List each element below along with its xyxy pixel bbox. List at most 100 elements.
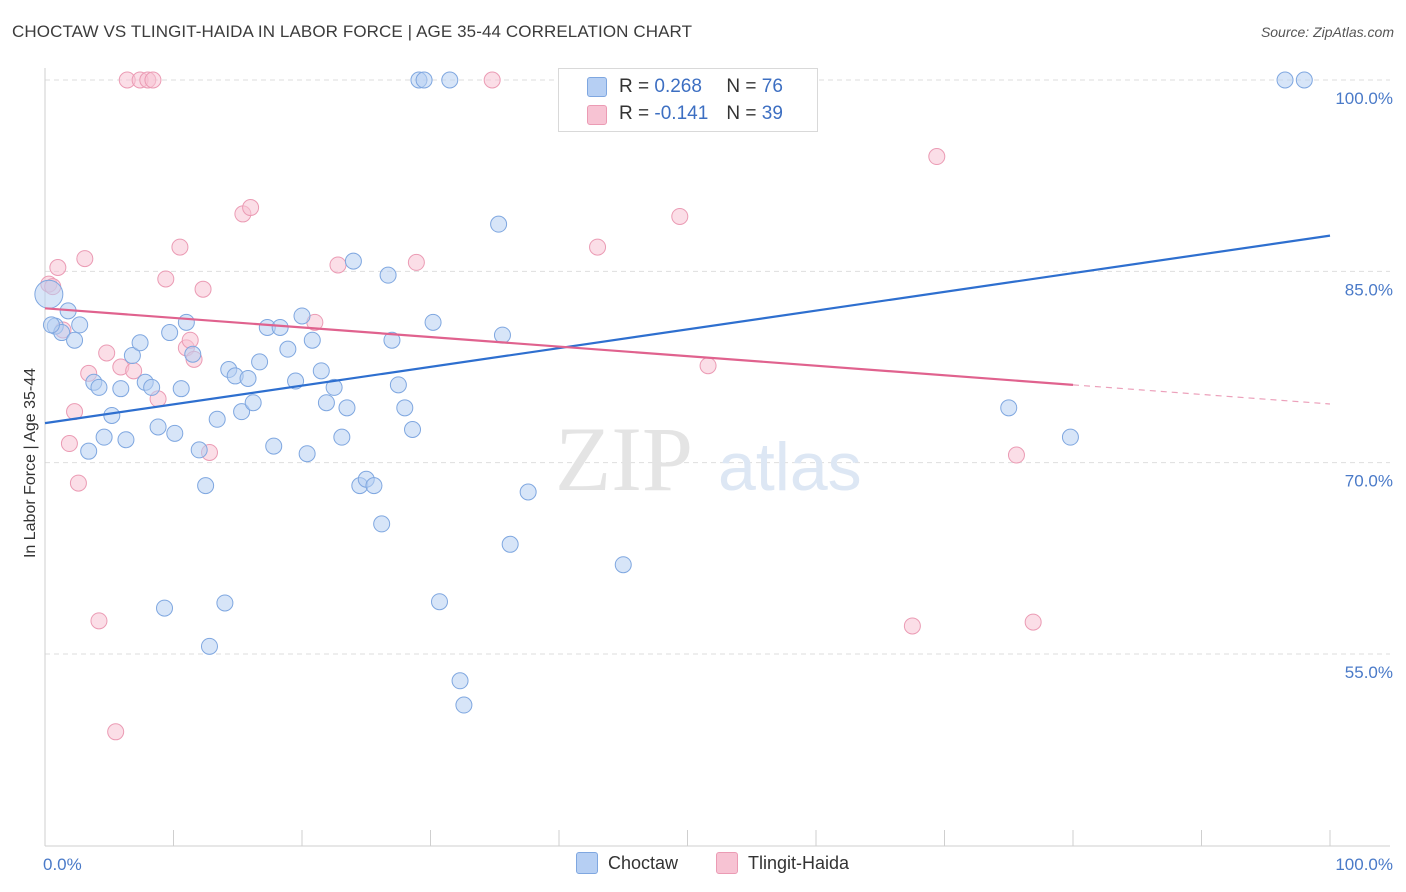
choctaw-point [614,556,632,574]
choctaw-point [233,403,251,421]
choctaw-point [1295,71,1313,89]
tlingit-haida-point [699,357,717,375]
tlingit-haida-point [589,238,607,256]
tlingit-haida-point [181,331,199,349]
tlingit-haida-point [407,253,425,271]
choctaw-point [112,380,130,398]
tlingit-haida-point [671,207,689,225]
choctaw-point [271,318,289,336]
choctaw-point [197,477,215,495]
axis-layer [44,68,1390,847]
choctaw-trend-line [44,234,1331,425]
choctaw-point [293,307,311,325]
choctaw-point [80,442,98,460]
choctaw-point [251,353,269,371]
legend-swatch-choctaw [587,77,607,97]
choctaw-point [216,594,234,612]
choctaw-point [90,378,108,396]
tlingit-haida-point [171,238,189,256]
trend-layer [44,234,1331,425]
points-layer [34,71,1313,741]
choctaw-point [373,515,391,533]
choctaw-point [117,431,135,449]
legend-row-tlingit: R = -0.141 N = 39 [619,101,783,127]
y-tick-label: 70.0% [1345,472,1393,491]
choctaw-point [123,347,141,365]
choctaw-point [519,483,537,501]
tlingit-haida-point [98,344,116,362]
choctaw-point [325,378,343,396]
choctaw-point [184,345,202,363]
choctaw-point [455,696,473,714]
legend-r-label: R = [619,103,650,124]
tlingit-haida-point [242,199,260,217]
y-tick-label: 55.0% [1345,663,1393,682]
choctaw-point [71,316,89,334]
tlingit-haida-trend-line [44,307,1074,386]
choctaw-point [143,378,161,396]
grid-layer [45,79,1390,655]
tlingit-haida-point [69,474,87,492]
watermark-zip: ZIP [555,408,693,510]
tlingit-haida-point [194,280,212,298]
choctaw-point [298,445,316,463]
tlingit-haida-point [928,148,946,166]
choctaw-point [379,266,397,284]
legend-n-value: 76 [761,76,783,97]
tlingit-haida-point [107,723,125,741]
tlingit-haida-point [49,259,67,277]
choctaw-point [244,394,262,412]
legend-item-choctaw: Choctaw [576,852,678,874]
tlingit-haida-point [1007,446,1025,464]
legend-r-value: -0.141 [654,103,709,124]
tlingit-haida-point [483,71,501,89]
choctaw-point [103,406,121,424]
tlingit-haida-point [1024,613,1042,631]
legend-swatch-tlingit [716,852,738,874]
watermark-atlas: atlas [718,429,862,505]
tlingit-haida-point [144,71,162,89]
legend-n-label: N = [726,103,757,124]
legend-r-label: R = [619,76,650,97]
tlingit-haida-trend-extension [1072,384,1331,405]
choctaw-point [66,331,84,349]
tlingit-haida-point [157,270,175,288]
choctaw-point [312,362,330,380]
labels-layer: 55.0% 70.0% 85.0% 100.0% 0.0% 100.0% In Labor … [22,89,1393,874]
choctaw-point [424,313,442,331]
choctaw-point [131,334,149,352]
choctaw-point [389,376,407,394]
choctaw-point [441,71,459,89]
y-tick-label: 85.0% [1345,280,1393,299]
tlingit-haida-point [60,435,78,453]
choctaw-point [344,252,362,270]
choctaw-point [365,477,383,495]
choctaw-point [1276,71,1294,89]
choctaw-point [317,394,335,412]
legend-row-choctaw: R = 0.268 N = 76 [619,74,783,100]
choctaw-point [279,340,297,358]
choctaw-point [333,428,351,446]
choctaw-point [239,369,257,387]
tlingit-haida-point [76,250,94,268]
legend-swatch-choctaw [576,852,598,874]
x-tick-label: 100.0% [1335,855,1393,874]
choctaw-point [501,535,519,553]
legend-swatch-tlingit [587,105,607,125]
choctaw-point [451,672,469,690]
legend-r-value: 0.268 [654,76,702,97]
choctaw-point [430,593,448,611]
x-tick-label: 0.0% [43,855,82,874]
choctaw-point [396,399,414,417]
legend-item-tlingit: Tlingit-Haida [716,852,849,874]
choctaw-point [415,71,433,89]
watermark: ZIP atlas [555,408,862,510]
choctaw-point [338,399,356,417]
choctaw-point [177,313,195,331]
choctaw-point [208,410,226,428]
choctaw-point [1000,399,1018,417]
choctaw-point [404,421,422,439]
choctaw-point [490,215,508,233]
choctaw-point [149,418,167,436]
